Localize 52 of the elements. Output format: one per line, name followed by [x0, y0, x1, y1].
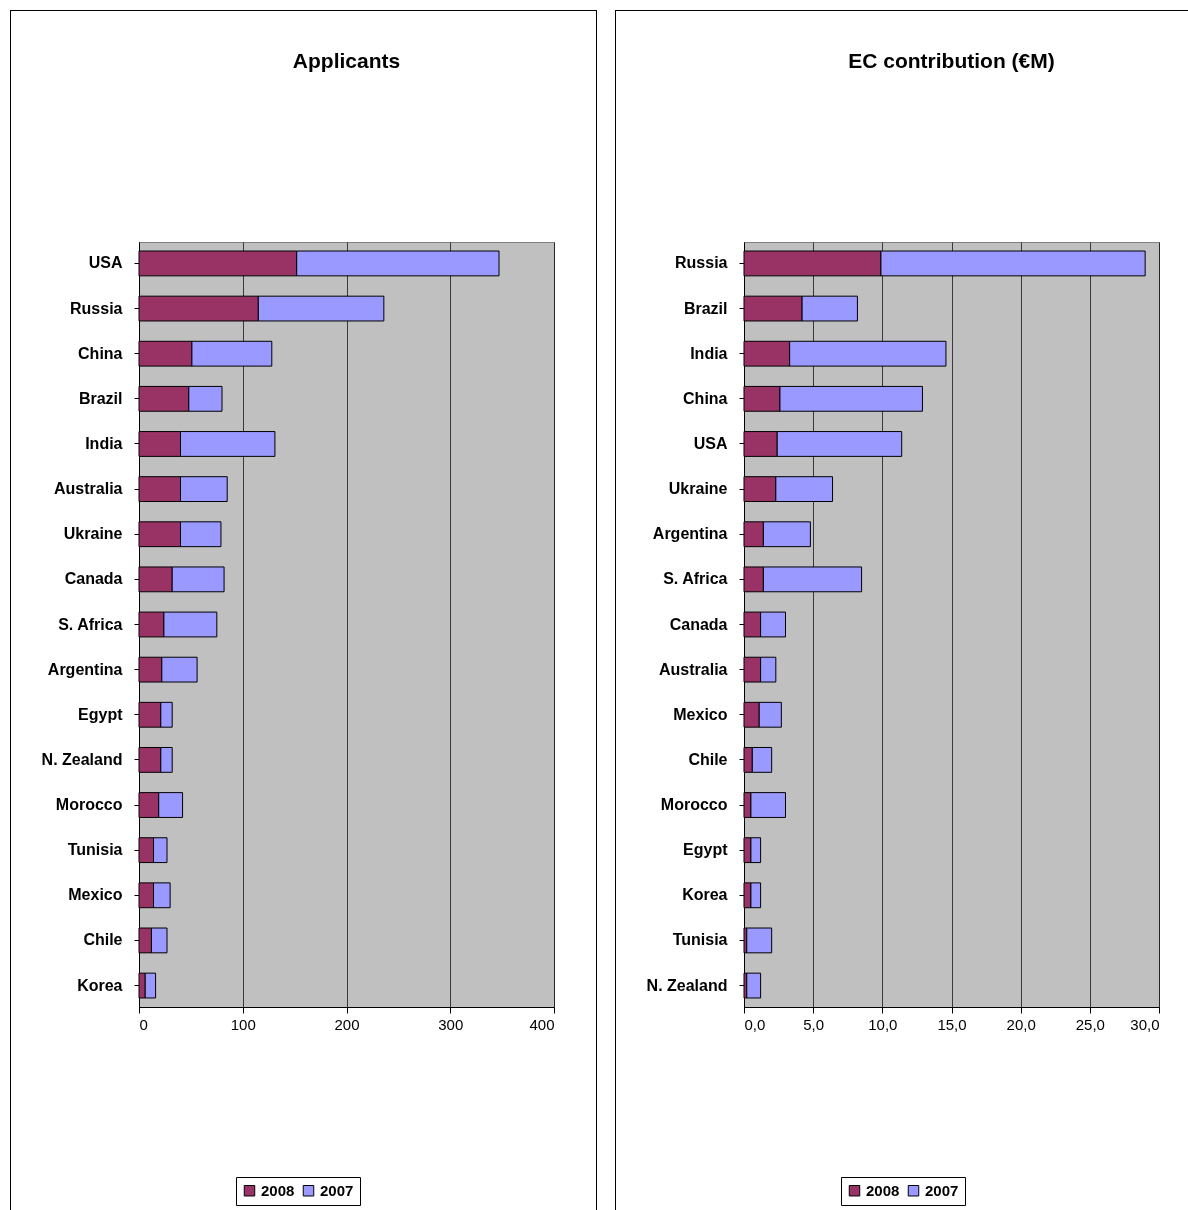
x-tick-label: 400 [529, 1015, 555, 1033]
y-tick-label: India [690, 344, 728, 362]
y-tick-label: China [78, 344, 123, 362]
chart-title: Applicants [292, 49, 401, 72]
y-tick-label: Egypt [683, 841, 729, 859]
x-tick-label: 5,0 [803, 1015, 825, 1033]
y-tick-label: Korea [77, 976, 123, 994]
y-tick-label: India [85, 434, 123, 452]
y-tick-label: Mexico [673, 705, 728, 723]
chart-title: EC contribution (€M) [848, 49, 1055, 72]
y-tick-label: Korea [682, 886, 728, 904]
legend-label: 2008 [866, 1181, 900, 1199]
y-tick-label: Russia [70, 299, 123, 317]
y-tick-label: Chile [83, 931, 123, 949]
y-tick-label: Canada [64, 570, 123, 588]
y-tick-label: Egypt [78, 705, 124, 723]
y-tick-label: USA [88, 254, 123, 272]
y-tick-label: N. Zealand [646, 976, 728, 994]
y-tick-label: Ukraine [63, 525, 123, 543]
y-tick-label: Argentina [652, 525, 728, 543]
x-tick-label: 200 [334, 1015, 360, 1033]
x-tick-label: 20,0 [1006, 1015, 1036, 1033]
x-tick-label: 10,0 [868, 1015, 898, 1033]
y-tick-label: S. Africa [663, 570, 728, 588]
y-tick-label: Australia [54, 480, 123, 498]
y-tick-label: Russia [675, 254, 728, 272]
y-tick-label: USA [693, 434, 728, 452]
y-tick-label: Australia [659, 660, 728, 678]
x-tick-label: 0,0 [744, 1015, 766, 1033]
x-tick-label: 300 [438, 1015, 464, 1033]
y-tick-label: Canada [669, 615, 728, 633]
y-tick-label: Morocco [55, 796, 123, 814]
x-tick-label: 30,0 [1130, 1015, 1160, 1033]
y-tick-label: Brazil [683, 299, 728, 317]
y-tick-label: Tunisia [67, 841, 123, 859]
y-tick-label: Ukraine [668, 480, 728, 498]
y-tick-label: Chile [688, 750, 728, 768]
y-tick-label: S. Africa [58, 615, 123, 633]
legend-label: 2008 [261, 1181, 295, 1199]
y-tick-label: N. Zealand [41, 750, 123, 768]
y-tick-label: Mexico [68, 886, 123, 904]
y-tick-label: Morocco [660, 796, 728, 814]
y-tick-label: China [683, 389, 728, 407]
legend-label: 2007 [925, 1181, 959, 1199]
y-tick-label: Argentina [47, 660, 123, 678]
y-tick-label: Brazil [78, 389, 123, 407]
x-tick-label: 15,0 [937, 1015, 967, 1033]
legend-label: 2007 [320, 1181, 354, 1199]
x-tick-label: 100 [230, 1015, 256, 1033]
x-tick-label: 0 [139, 1015, 148, 1033]
y-tick-label: Tunisia [672, 931, 728, 949]
x-tick-label: 25,0 [1075, 1015, 1105, 1033]
